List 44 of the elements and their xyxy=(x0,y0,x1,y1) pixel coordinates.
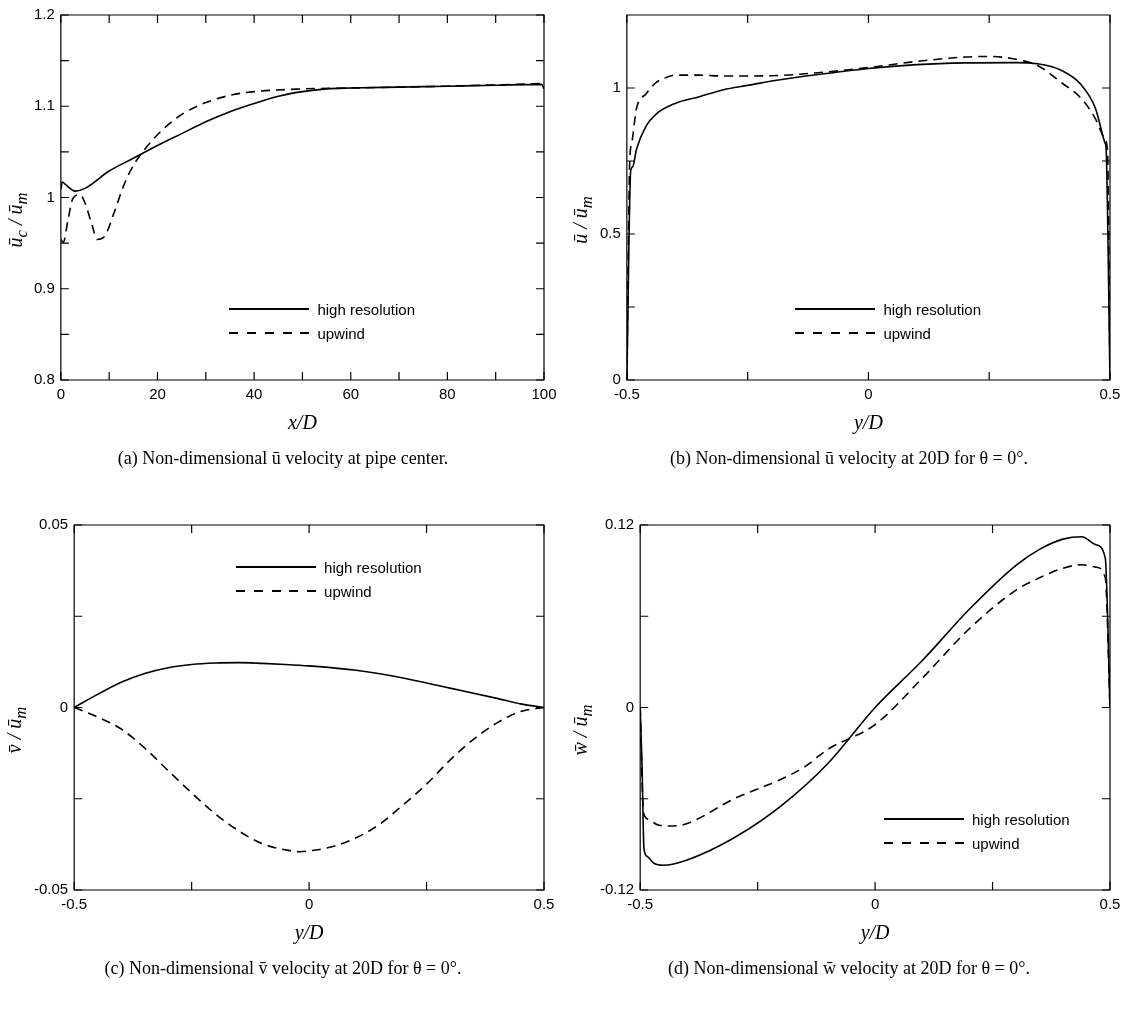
legend-label: upwind xyxy=(972,834,1020,852)
legend-label: upwind xyxy=(317,324,365,342)
y-tick-label: -0.12 xyxy=(599,880,635,898)
text: (a) Non-dimensional ū velocity at pipe center. xyxy=(116,448,450,469)
x-axis-title: y/D xyxy=(851,411,884,435)
y-tick-label: 0.05 xyxy=(38,515,69,533)
x-tick-label: 80 xyxy=(439,385,456,403)
x-tick-label: -0.5 xyxy=(627,895,654,913)
y-tick-label: 1 xyxy=(46,187,55,205)
x-tick-label: 0 xyxy=(304,895,314,913)
x-axis-title: y/D xyxy=(858,921,891,945)
x-tick-label: -0.5 xyxy=(61,895,88,913)
text: (b) Non-dimensional ū velocity at 20D for θ = 0°. xyxy=(669,448,1029,469)
y-tick-label: 0.9 xyxy=(33,278,55,296)
text: (c) Non-dimensional v̄ velocity at 20D for θ = 0°. xyxy=(103,958,463,979)
y-tick-label: 0.12 xyxy=(604,515,635,533)
x-tick-label: 100 xyxy=(531,385,557,403)
y-tick-label: 0.8 xyxy=(33,370,55,388)
x-tick-label: 40 xyxy=(245,385,263,403)
legend-label: high resolution xyxy=(883,300,981,318)
x-axis-title: x/D xyxy=(286,411,318,434)
y-tick-label: 0 xyxy=(612,370,621,388)
x-tick-label: 0.5 xyxy=(1099,385,1121,403)
x-tick-label: 0 xyxy=(864,385,873,403)
x-tick-label: 60 xyxy=(342,385,360,403)
y-tick-label: -0.05 xyxy=(33,880,69,898)
legend-label: upwind xyxy=(324,582,372,600)
legend-label: high resolution xyxy=(317,300,415,318)
y-tick-label: 1 xyxy=(612,78,621,96)
legend-label: high resolution xyxy=(972,810,1070,828)
x-axis-title: y/D xyxy=(292,921,325,945)
x-tick-label: 0.5 xyxy=(1099,895,1121,913)
x-tick-label: 0 xyxy=(870,895,880,913)
x-tick-label: 20 xyxy=(149,385,166,403)
y-tick-label: 0 xyxy=(59,697,69,715)
y-tick-label: 1.2 xyxy=(33,5,55,23)
x-tick-label: 0.5 xyxy=(533,895,555,913)
y-tick-label: 1.1 xyxy=(33,96,55,114)
legend-label: high resolution xyxy=(324,558,422,576)
text: (d) Non-dimensional w̄ velocity at 20D for θ = 0°. xyxy=(667,958,1031,979)
y-tick-label: 0.5 xyxy=(599,224,621,242)
legend-label: upwind xyxy=(883,324,931,342)
x-tick-label: -0.5 xyxy=(613,385,640,403)
y-tick-label: 0 xyxy=(625,697,635,715)
